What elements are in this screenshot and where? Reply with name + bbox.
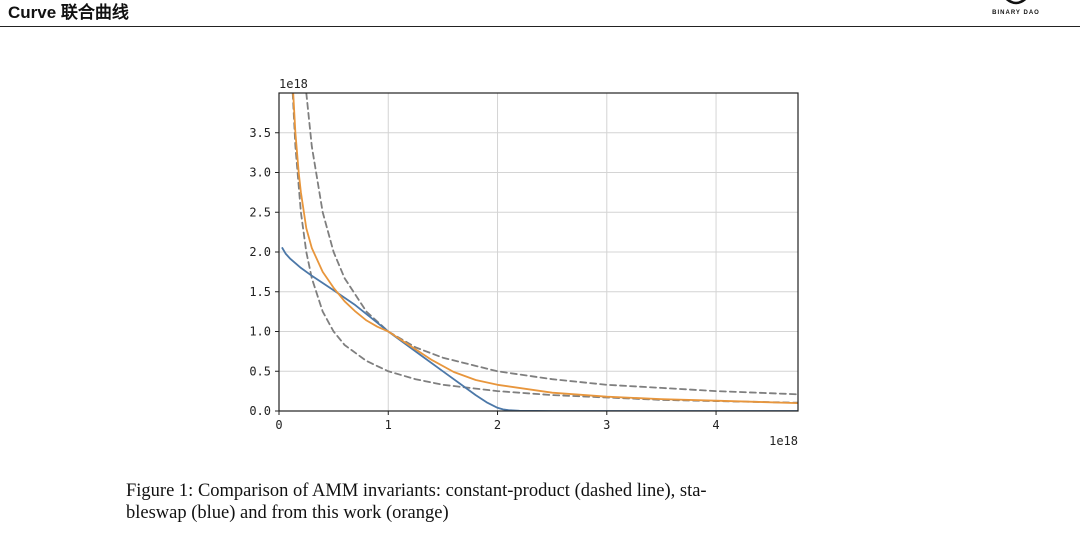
amm-invariants-chart: 0 1 2 3 4 0.0 0.5 1.0 1.5 2.0 2.5 3.0 3.5 1e18 1e18	[249, 77, 799, 448]
binary-dao-logo: BINARY DAO	[984, 0, 1048, 26]
header-title: Curve 联合曲线	[8, 3, 129, 22]
y-tick-label: 2.5	[249, 205, 271, 219]
series-line-1	[291, 93, 798, 404]
x-tick-label: 3	[603, 418, 610, 432]
y-tick-label: 3.0	[249, 166, 271, 180]
x-offset-label: 1e18	[769, 434, 798, 448]
series-line-2	[305, 93, 798, 396]
series-line-3	[281, 247, 798, 411]
y-tick-label: 1.0	[249, 325, 271, 339]
y-tick-label: 0.5	[249, 364, 271, 378]
x-tick-label: 1	[385, 418, 392, 432]
x-tick-label: 2	[494, 418, 501, 432]
logo-mark-icon	[1005, 0, 1027, 5]
y-tick-label: 2.0	[249, 245, 271, 259]
x-tick-label: 4	[712, 418, 719, 432]
caption-line-2: bleswap (blue) and from this work (orang…	[126, 503, 449, 523]
caption-line-1: Figure 1: Comparison of AMM invariants: …	[126, 481, 707, 501]
y-tick-label: 1.5	[249, 285, 271, 299]
y-tick-label: 0.0	[249, 404, 271, 418]
figure-caption: Figure 1: Comparison of AMM invariants: …	[126, 480, 956, 524]
page-header: Curve 联合曲线 BINARY DAO	[0, 0, 1080, 27]
y-tick-label: 3.5	[249, 126, 271, 140]
series-line-4	[292, 93, 798, 405]
x-tick-label: 0	[275, 418, 282, 432]
y-offset-label: 1e18	[279, 77, 308, 91]
logo-text: BINARY DAO	[992, 10, 1040, 16]
